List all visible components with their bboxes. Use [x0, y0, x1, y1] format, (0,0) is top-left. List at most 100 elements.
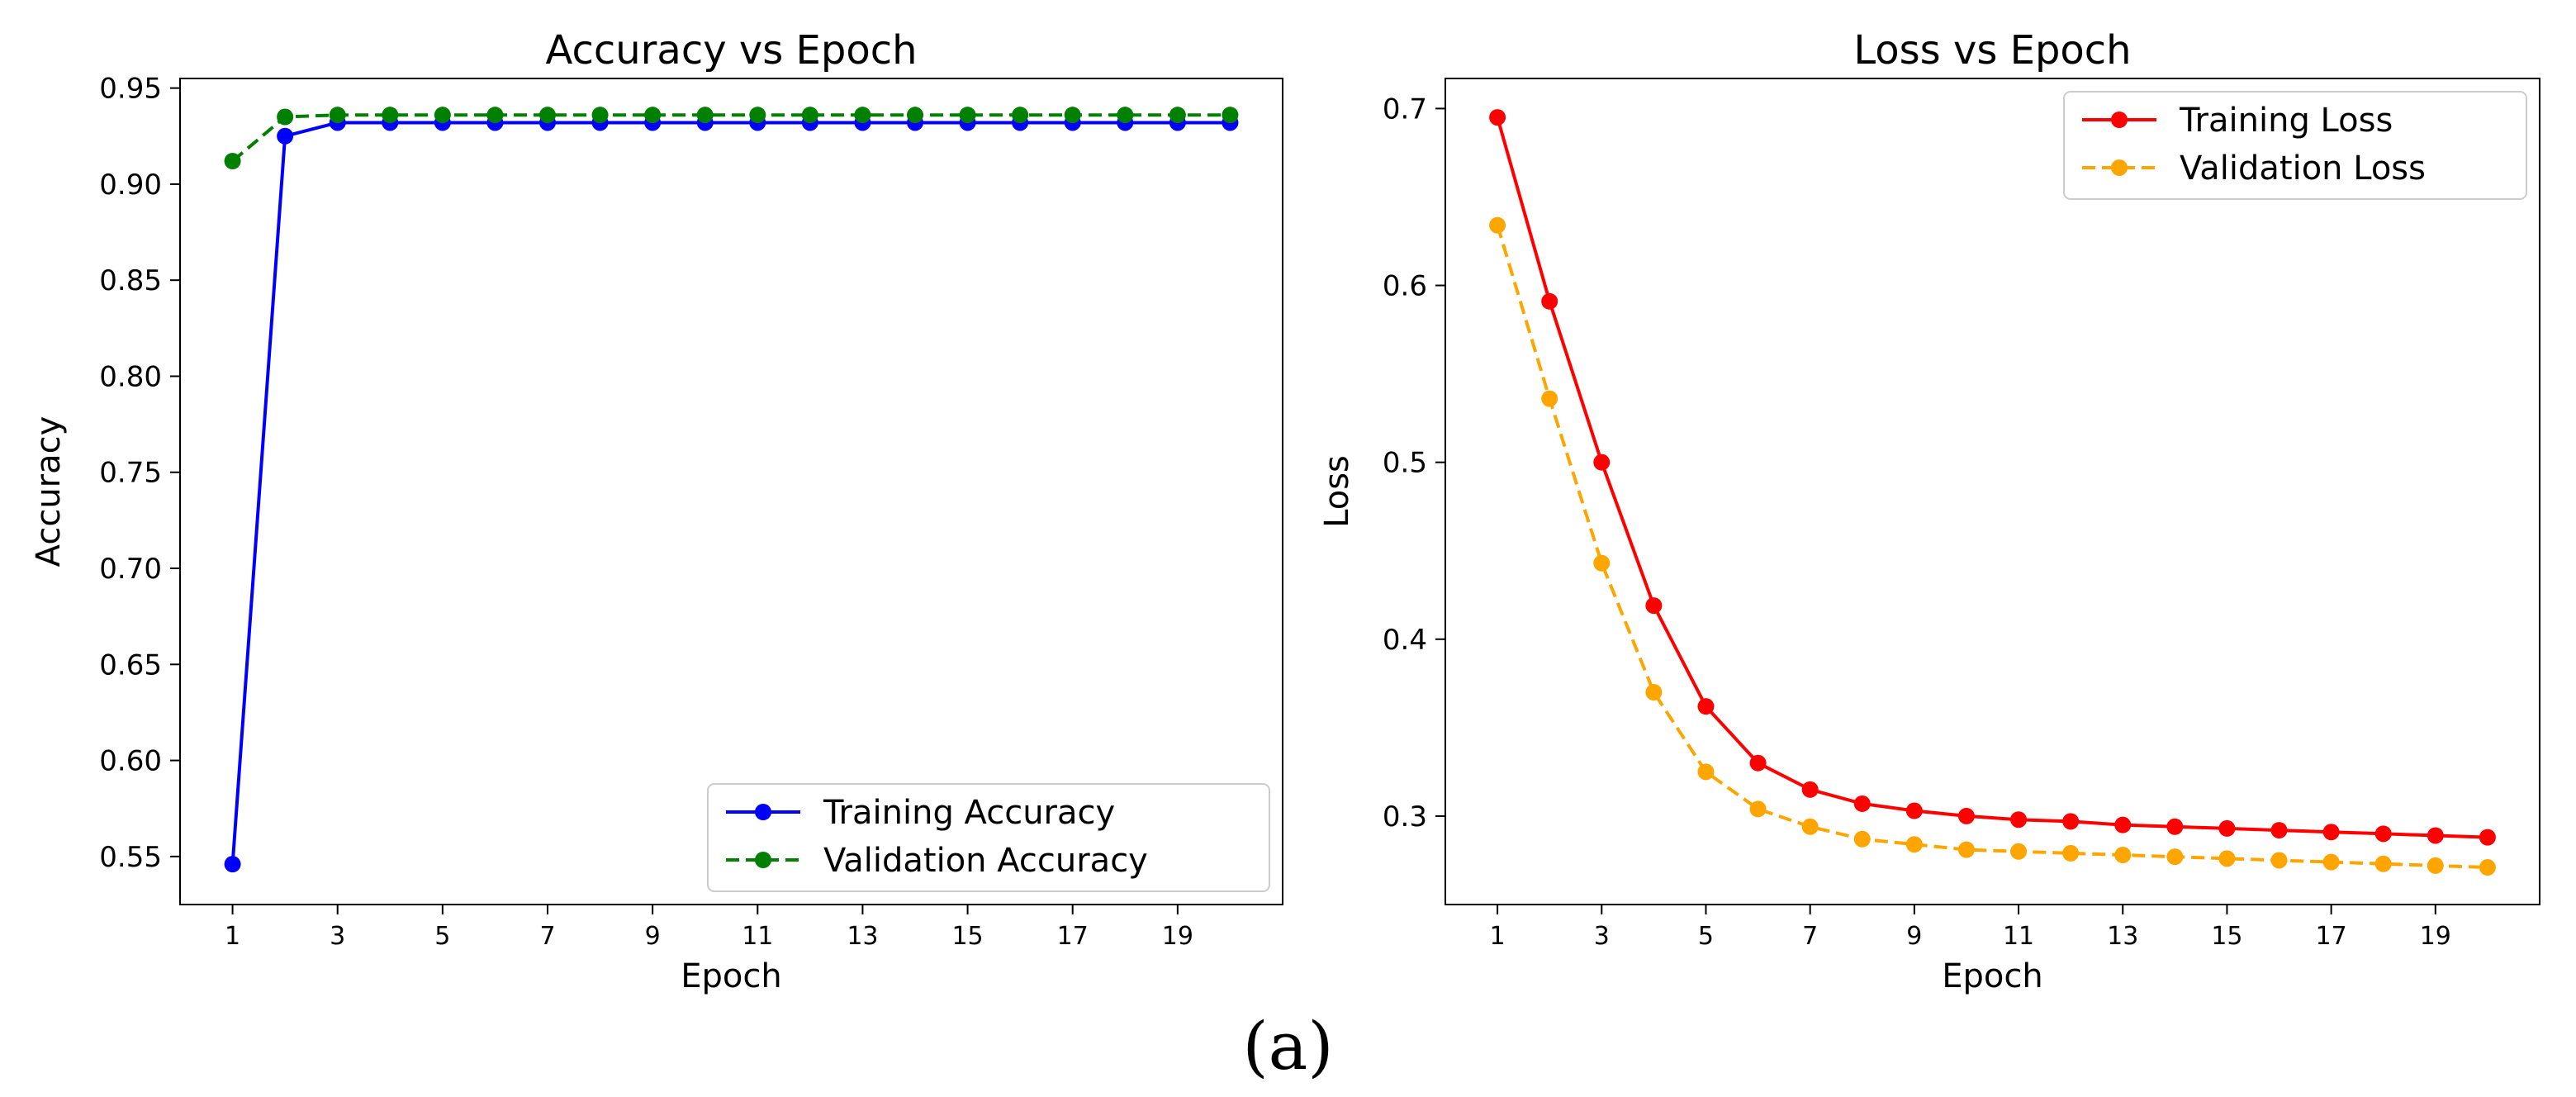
data-point — [2062, 813, 2080, 830]
data-point — [1541, 390, 1558, 407]
data-point — [1749, 800, 1767, 818]
y-tick-label: 0.6 — [1383, 270, 1427, 303]
legend-marker — [2111, 112, 2128, 128]
chart-title: Loss vs Epoch — [1853, 27, 2131, 74]
data-point — [1489, 216, 1506, 234]
data-point — [1801, 781, 1819, 798]
legend-label: Training Loss — [2179, 102, 2393, 140]
y-axis-label: Accuracy — [30, 416, 68, 567]
legend-marker — [755, 804, 771, 820]
x-axis-label: Epoch — [1942, 957, 2042, 995]
x-tick-label: 9 — [645, 922, 661, 951]
data-point — [1749, 754, 1767, 772]
x-tick-label: 7 — [1802, 922, 1818, 951]
data-point — [2218, 850, 2236, 867]
data-point — [1645, 597, 1663, 615]
x-tick-label: 7 — [539, 922, 555, 951]
data-point — [907, 107, 923, 124]
legend: Training Loss Validation Loss — [2063, 91, 2527, 200]
x-tick-label: 5 — [434, 922, 450, 951]
x-tick-label: 13 — [847, 922, 878, 951]
data-point — [2479, 829, 2496, 846]
data-point — [2270, 852, 2288, 869]
data-point — [224, 153, 241, 169]
data-point — [2114, 847, 2132, 864]
y-tick-label: 0.3 — [1383, 800, 1427, 833]
legend-label: Validation Accuracy — [823, 842, 1148, 880]
y-tick-label: 0.85 — [99, 264, 162, 297]
legend-frame — [2063, 91, 2527, 200]
x-tick-label: 15 — [951, 922, 983, 951]
y-tick-label: 0.70 — [99, 553, 162, 586]
legend: Training Accuracy Validation Accuracy — [707, 783, 1270, 892]
data-point — [1697, 698, 1715, 715]
data-point — [854, 107, 871, 124]
series-line-1 — [230, 121, 1231, 865]
series-line-1 — [1496, 116, 2488, 839]
y-tick-label: 0.95 — [99, 73, 162, 106]
data-point — [2218, 819, 2236, 837]
data-point — [1064, 107, 1081, 124]
data-point — [2322, 824, 2340, 841]
data-point — [2270, 822, 2288, 839]
y-tick-label: 0.5 — [1383, 447, 1427, 480]
data-point — [1169, 107, 1186, 124]
data-point — [1801, 818, 1819, 835]
data-point — [1697, 763, 1715, 781]
data-point — [1117, 107, 1134, 124]
y-tick-label: 0.90 — [99, 169, 162, 202]
data-point — [591, 107, 609, 124]
data-point — [1222, 107, 1239, 124]
data-point — [1489, 109, 1506, 126]
legend-marker — [755, 852, 771, 868]
data-point — [749, 107, 766, 124]
chart-title: Accuracy vs Epoch — [545, 27, 917, 74]
data-point — [434, 107, 451, 124]
data-point — [539, 107, 556, 124]
plot-area-frame — [1445, 78, 2540, 905]
data-point — [959, 107, 976, 124]
data-point — [2062, 844, 2080, 862]
data-point — [382, 107, 399, 124]
y-tick-label: 0.75 — [99, 457, 162, 490]
data-point — [2374, 855, 2392, 872]
y-tick-label: 0.65 — [99, 648, 162, 681]
series-line-2 — [231, 113, 1231, 163]
y-tick-label: 0.55 — [99, 841, 162, 874]
data-point — [1957, 807, 1975, 824]
data-point — [1853, 795, 1871, 812]
x-tick-label: 3 — [330, 922, 345, 951]
data-point — [2427, 827, 2444, 844]
data-point — [2427, 857, 2444, 874]
x-tick-label: 11 — [742, 922, 773, 951]
data-point — [1957, 841, 1975, 858]
x-tick-label: 1 — [225, 922, 240, 951]
data-point — [2166, 848, 2184, 866]
x-tick-label: 15 — [2211, 922, 2242, 951]
data-point — [2010, 811, 2028, 829]
data-point — [696, 107, 714, 124]
x-tick-label: 17 — [1057, 922, 1089, 951]
data-point — [801, 107, 818, 124]
x-tick-label: 19 — [1162, 922, 1193, 951]
data-point — [2374, 825, 2392, 843]
data-point — [2322, 853, 2340, 871]
plot-area-frame — [179, 78, 1283, 905]
x-tick-label: 11 — [2003, 922, 2034, 951]
data-point — [1905, 836, 1923, 853]
y-tick-label: 0.80 — [99, 360, 162, 393]
y-tick-label: 0.7 — [1383, 93, 1427, 126]
x-axis-label: Epoch — [681, 957, 781, 995]
data-point — [644, 107, 662, 124]
data-point — [1593, 454, 1611, 471]
data-point — [277, 108, 294, 126]
data-point — [1012, 107, 1029, 124]
data-point — [1905, 802, 1923, 819]
data-point — [1541, 292, 1558, 310]
data-point — [486, 107, 504, 124]
x-tick-label: 19 — [2420, 922, 2451, 951]
data-point — [329, 107, 346, 124]
x-tick-label: 9 — [1906, 922, 1922, 951]
